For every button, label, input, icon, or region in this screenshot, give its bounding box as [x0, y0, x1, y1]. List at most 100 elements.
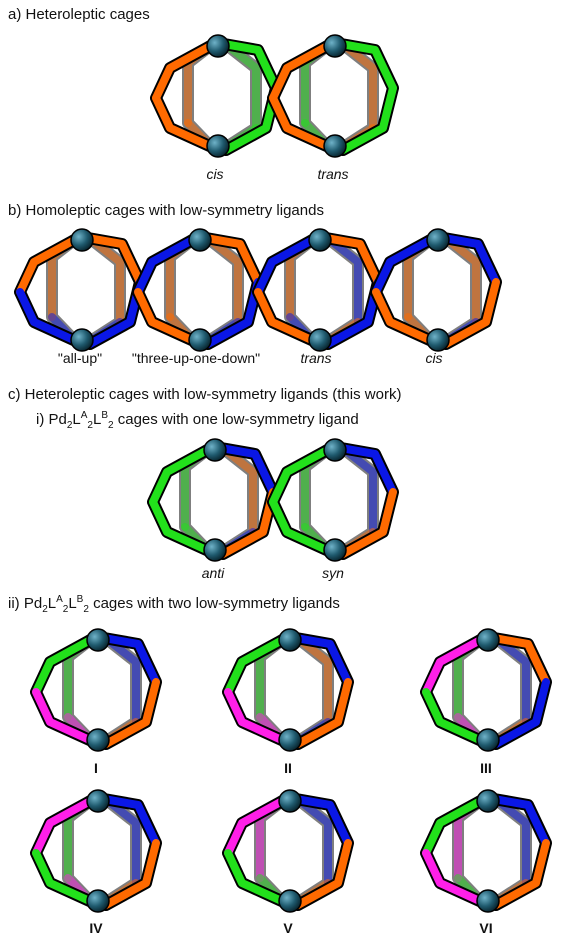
cage-caption: syn [322, 565, 344, 581]
front-left-ligand-lower [32, 688, 98, 746]
front-left-ligand-upper [32, 795, 98, 857]
section-c-title: c) Heteroleptic cages with low-symmetry … [8, 386, 402, 403]
pd-top-icon [278, 628, 302, 652]
back-right-ligand-upper [221, 446, 257, 536]
pd-bottom-icon [323, 538, 347, 562]
pd-bottom-icon [86, 889, 110, 913]
pd-top-icon [308, 228, 332, 252]
section-ci-title: i) Pd2LA2LB2 cages with one low-symmetry… [36, 410, 359, 431]
cage-caption: cis [425, 350, 443, 366]
front-right-ligand-upper [100, 634, 160, 686]
front-right-ligand-lower [339, 84, 397, 154]
cage-14 [420, 789, 552, 913]
front-right-ligand-upper [84, 234, 144, 286]
front-left-ligand-upper [32, 634, 98, 696]
front-left-ligand-lower [152, 94, 218, 152]
pd-top-icon [86, 789, 110, 813]
front-right-ligand-upper [100, 795, 160, 847]
front-right-ligand-upper [217, 444, 277, 496]
pd-bottom-icon [426, 328, 450, 352]
cage-caption: "three-up-one-down" [131, 350, 261, 366]
pd-top-icon [476, 628, 500, 652]
back-right-ligand-upper [341, 42, 377, 132]
back-right-ligand-upper [494, 797, 530, 887]
front-right-ligand-upper [292, 795, 352, 847]
front-right-ligand-lower [102, 678, 160, 748]
cage-2 [267, 34, 399, 158]
pd-top-icon [206, 34, 230, 58]
cage-caption: anti [201, 565, 225, 581]
back-right-ligand-upper [296, 636, 332, 726]
cage-10 [222, 628, 354, 752]
pd-top-icon [426, 228, 450, 252]
cage-6 [370, 228, 502, 352]
back-right-ligand-upper [326, 236, 362, 326]
pd-top-icon [188, 228, 212, 252]
cage-4 [132, 228, 264, 352]
front-left-ligand-upper [422, 795, 488, 857]
front-left-ligand-lower [269, 94, 335, 152]
pd-top-icon [86, 628, 110, 652]
back-right-ligand-upper [206, 236, 242, 326]
back-right-ligand-upper [494, 636, 530, 726]
front-left-ligand-lower [422, 849, 488, 907]
cage-8 [267, 438, 399, 562]
front-left-ligand-lower [134, 288, 200, 346]
front-right-ligand-upper [220, 40, 280, 92]
front-left-ligand-upper [269, 40, 335, 102]
front-right-ligand-lower [294, 839, 352, 909]
pd-top-icon [323, 438, 347, 462]
pd-bottom-icon [206, 134, 230, 158]
back-right-ligand-upper [224, 42, 260, 132]
front-left-ligand-lower [224, 849, 290, 907]
pd-bottom-icon [278, 728, 302, 752]
front-right-ligand-lower [339, 488, 397, 558]
cage-9 [30, 628, 162, 752]
pd-top-icon [203, 438, 227, 462]
front-right-ligand-upper [440, 234, 500, 286]
cage-11 [420, 628, 552, 752]
pd-top-icon [278, 789, 302, 813]
pd-bottom-icon [476, 889, 500, 913]
front-left-ligand-lower [372, 288, 438, 346]
section-a-title: a) Heteroleptic cages [8, 6, 150, 23]
front-right-ligand-upper [292, 634, 352, 686]
front-left-ligand-upper [134, 234, 200, 296]
cage-caption: cis [206, 166, 224, 182]
front-left-ligand-lower [16, 288, 82, 346]
front-left-ligand-upper [422, 634, 488, 696]
front-right-ligand-upper [322, 234, 382, 286]
cage-caption: "all-up" [57, 350, 103, 366]
cage-caption: V [283, 920, 293, 936]
back-right-ligand-upper [341, 446, 377, 536]
front-left-ligand-lower [422, 688, 488, 746]
front-right-ligand-lower [492, 839, 550, 909]
cage-caption: I [94, 760, 98, 776]
cage-caption: trans [300, 350, 332, 366]
front-right-ligand-lower [442, 278, 500, 348]
front-left-ligand-upper [372, 234, 438, 296]
pd-top-icon [476, 789, 500, 813]
front-left-ligand-upper [152, 40, 218, 102]
front-right-ligand-upper [202, 234, 262, 286]
front-right-ligand-upper [337, 444, 397, 496]
pd-bottom-icon [86, 728, 110, 752]
back-right-ligand-upper [296, 797, 332, 887]
front-left-ligand-lower [149, 498, 215, 556]
back-right-ligand-upper [104, 636, 140, 726]
front-left-ligand-lower [269, 498, 335, 556]
cage-caption: IV [89, 920, 103, 936]
section-b-title: b) Homoleptic cages with low-symmetry li… [8, 202, 324, 219]
pd-bottom-icon [278, 889, 302, 913]
pd-top-icon [70, 228, 94, 252]
cage-caption: VI [479, 920, 493, 936]
front-left-ligand-upper [224, 795, 290, 857]
pd-bottom-icon [70, 328, 94, 352]
back-right-ligand-upper [444, 236, 480, 326]
pd-bottom-icon [476, 728, 500, 752]
back-right-ligand-upper [104, 797, 140, 887]
front-left-ligand-upper [254, 234, 320, 296]
front-left-ligand-upper [149, 444, 215, 506]
front-right-ligand-upper [490, 795, 550, 847]
cage-12 [30, 789, 162, 913]
